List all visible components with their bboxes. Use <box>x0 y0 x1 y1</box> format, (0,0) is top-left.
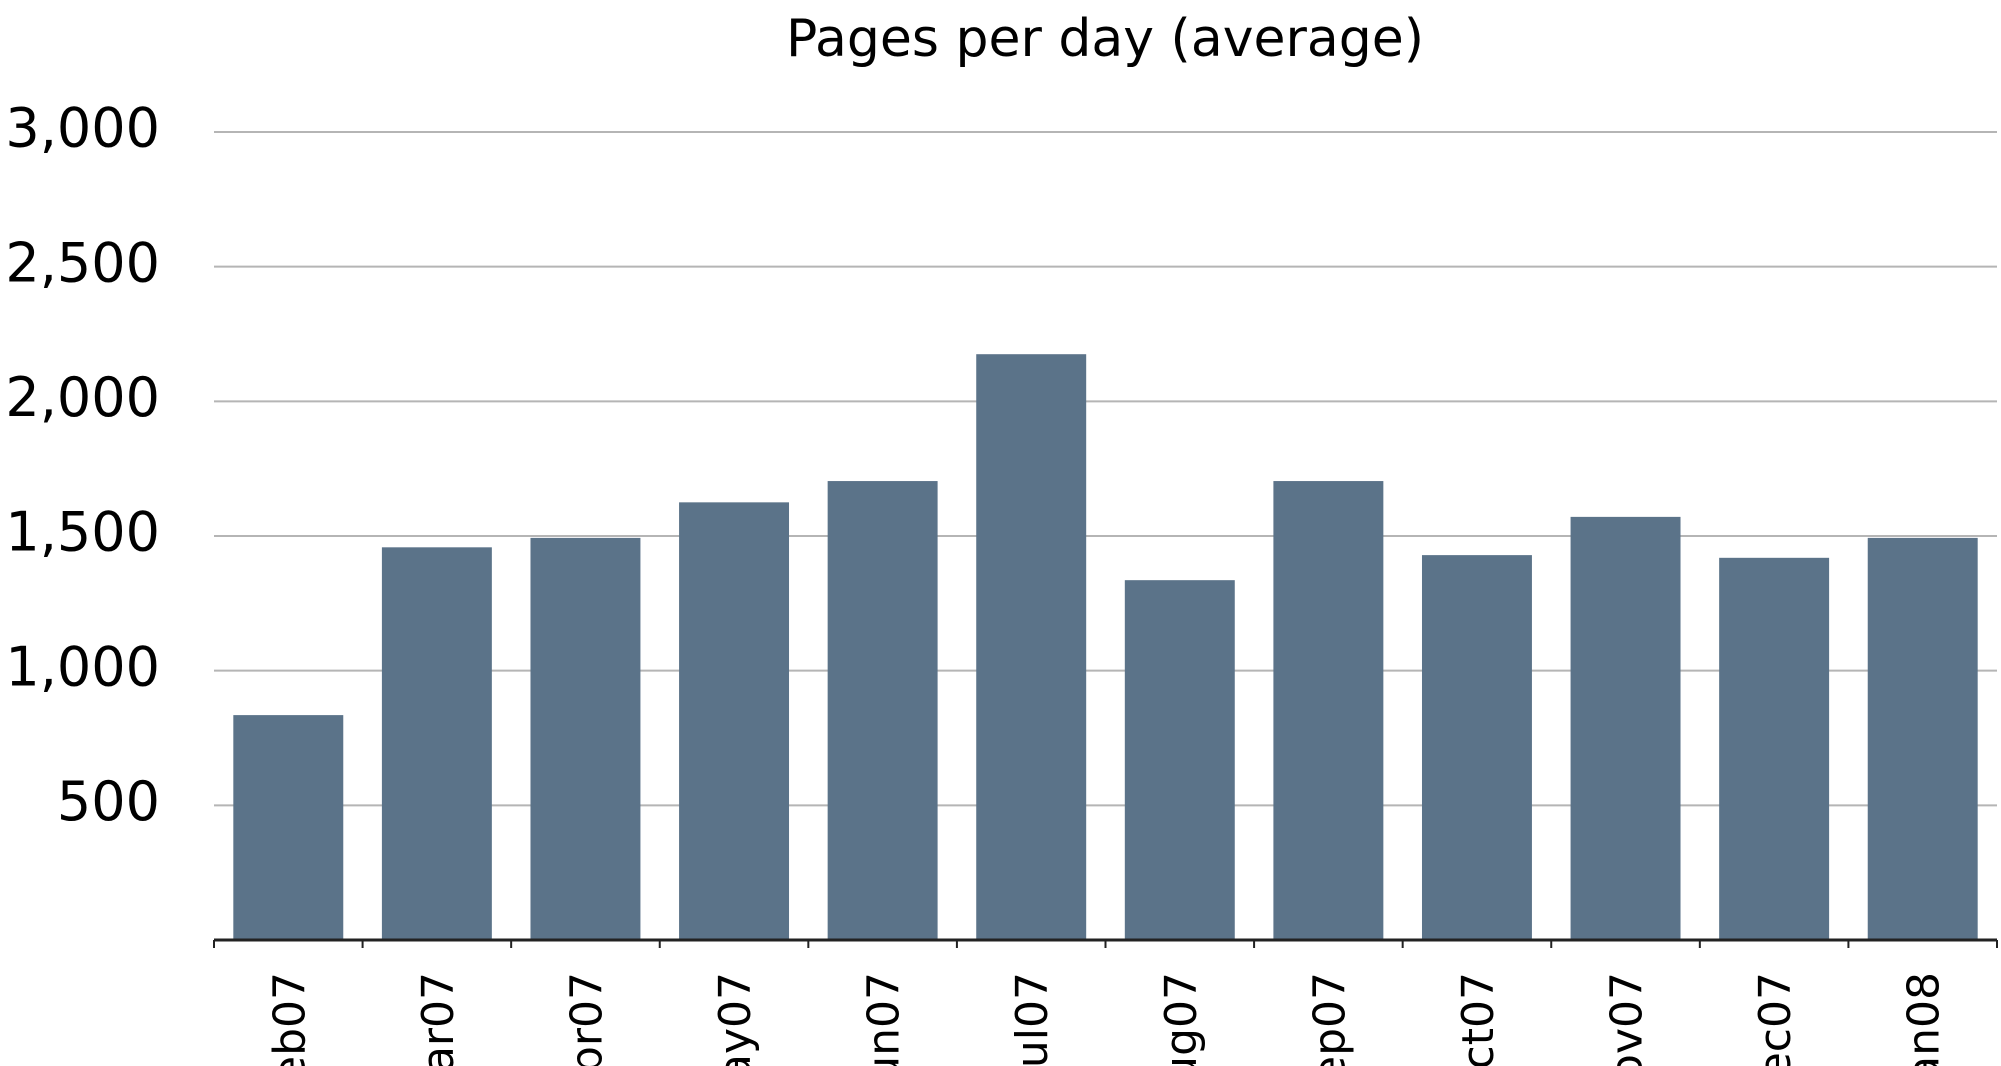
y-tick-label: 500 <box>57 770 160 833</box>
x-tick-label: Jun07 <box>859 972 910 1066</box>
bar <box>1124 580 1235 940</box>
x-tick-label: Dec07 <box>1750 972 1801 1066</box>
x-tick-label: Oct07 <box>1453 972 1504 1066</box>
bar <box>827 481 938 940</box>
y-tick-label: 1,000 <box>5 635 160 698</box>
chart-title: Pages per day (average) <box>786 9 1424 69</box>
y-tick-label: 3,000 <box>5 97 160 160</box>
bar <box>233 715 344 940</box>
x-tick-label: Apr07 <box>561 972 612 1066</box>
bar <box>1719 557 1830 940</box>
bar <box>1421 555 1532 940</box>
x-tick-label: Mar07 <box>413 972 464 1066</box>
y-tick-label: 2,000 <box>5 366 160 429</box>
x-tick-label: May07 <box>710 972 761 1066</box>
y-tick-label: 2,500 <box>5 231 160 294</box>
x-tick-label: Sep07 <box>1304 972 1355 1066</box>
x-tick-label: Feb07 <box>264 972 315 1066</box>
x-tick-label: Jan08 <box>1899 972 1950 1066</box>
bar <box>976 354 1087 940</box>
x-tick-label: Aug07 <box>1156 972 1207 1066</box>
bar <box>1273 481 1384 940</box>
bar <box>381 547 492 940</box>
y-tick-label: 1,500 <box>5 501 160 564</box>
bar <box>530 537 641 940</box>
bar <box>1570 516 1681 940</box>
bar <box>1867 537 1978 940</box>
x-tick-label: Nov07 <box>1602 972 1653 1066</box>
bar <box>679 502 790 940</box>
x-tick-label: Jul07 <box>1007 972 1058 1066</box>
